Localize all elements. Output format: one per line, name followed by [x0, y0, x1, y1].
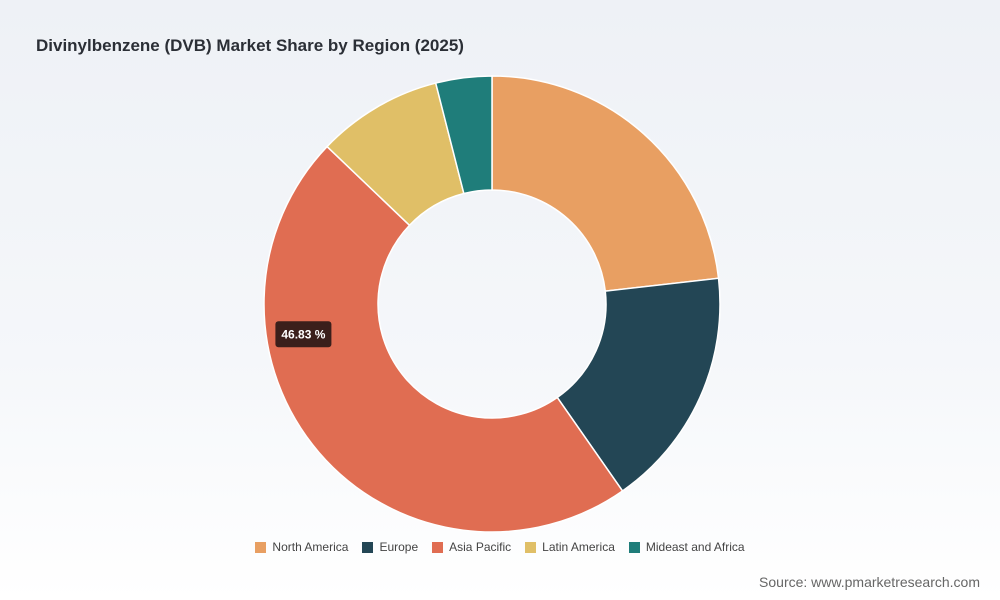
legend-swatch	[255, 541, 267, 553]
legend-item-mideast-and-africa[interactable]: Mideast and Africa	[628, 540, 745, 554]
slice-europe[interactable]	[556, 277, 721, 492]
source-note: Source: www.pmarketresearch.com	[759, 574, 980, 590]
legend-item-asia-pacific[interactable]: Asia Pacific	[432, 540, 511, 554]
chart-title: Divinylbenzene (DVB) Market Share by Reg…	[36, 36, 464, 55]
legend-item-latin-america[interactable]: Latin America	[525, 540, 615, 554]
legend-label: Asia Pacific	[449, 540, 512, 554]
legend-swatch	[362, 541, 374, 553]
legend-label: North America	[272, 540, 349, 554]
data-label-text: 46.83 %	[281, 327, 325, 341]
legend-label: Europe	[379, 540, 419, 554]
slice-mideast-and-africa[interactable]	[434, 75, 493, 195]
data-label-box	[275, 321, 332, 348]
legend-swatch	[525, 541, 537, 553]
legend-label: Latin America	[542, 540, 615, 554]
legend: North America Europe Asia Pacific Latin Ame…	[0, 540, 1000, 554]
slices-group	[263, 75, 721, 533]
slice-asia-pacific[interactable]	[263, 145, 624, 533]
legend-label: Mideast and Africa	[645, 540, 745, 554]
slice-north-america[interactable]	[491, 75, 720, 292]
legend-swatch	[432, 541, 444, 553]
legend-swatch	[628, 541, 640, 553]
legend-item-north-america[interactable]: North America	[255, 540, 348, 554]
data-label: 46.83 %	[275, 321, 332, 348]
legend-item-europe[interactable]: Europe	[362, 540, 418, 554]
data-labels-group: 46.83 %	[275, 321, 332, 348]
